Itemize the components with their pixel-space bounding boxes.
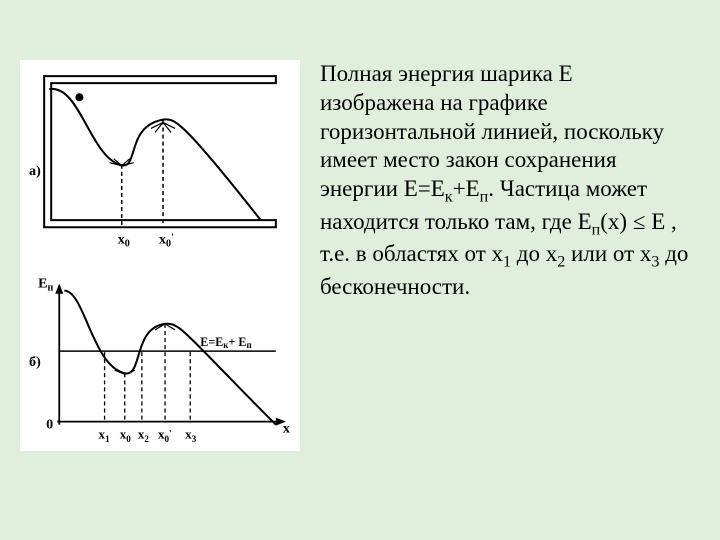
svg-text:x2: x2 [138, 427, 150, 444]
sub-p: п [480, 189, 489, 206]
p-t2: +Е [453, 176, 480, 201]
p-t5: до х [511, 241, 557, 266]
svg-text:Eп: Eп [38, 276, 53, 294]
energy-figure: x0 x0' а) [20, 60, 300, 451]
panel-b: Eп 0 x E=Eк+ Eп x1 x0 x2 x0' x3 [38, 276, 290, 444]
panel-a-label: а) [29, 163, 41, 179]
svg-text:x1: x1 [99, 427, 111, 444]
inline-formula: Eп(x) ≤ E [578, 209, 666, 234]
svg-text:x0: x0 [118, 231, 130, 249]
svg-text:x0: x0 [120, 427, 132, 444]
panel-a: x0 x0' [44, 76, 276, 249]
svg-text:0: 0 [46, 417, 53, 433]
p-t6: или от х [565, 241, 651, 266]
svg-text:E=Eк+ Eп: E=Eк+ Eп [200, 335, 251, 350]
panel-b-label: б) [29, 354, 41, 370]
svg-text:x: x [283, 421, 290, 437]
sub-1: 1 [503, 254, 511, 271]
svg-text:x0': x0' [158, 427, 172, 444]
svg-text:x0': x0' [159, 231, 174, 249]
description-text: Полная энергия шарика Е изображена на гр… [300, 60, 690, 451]
svg-text:x3: x3 [185, 427, 197, 444]
sub-k: к [445, 189, 453, 206]
